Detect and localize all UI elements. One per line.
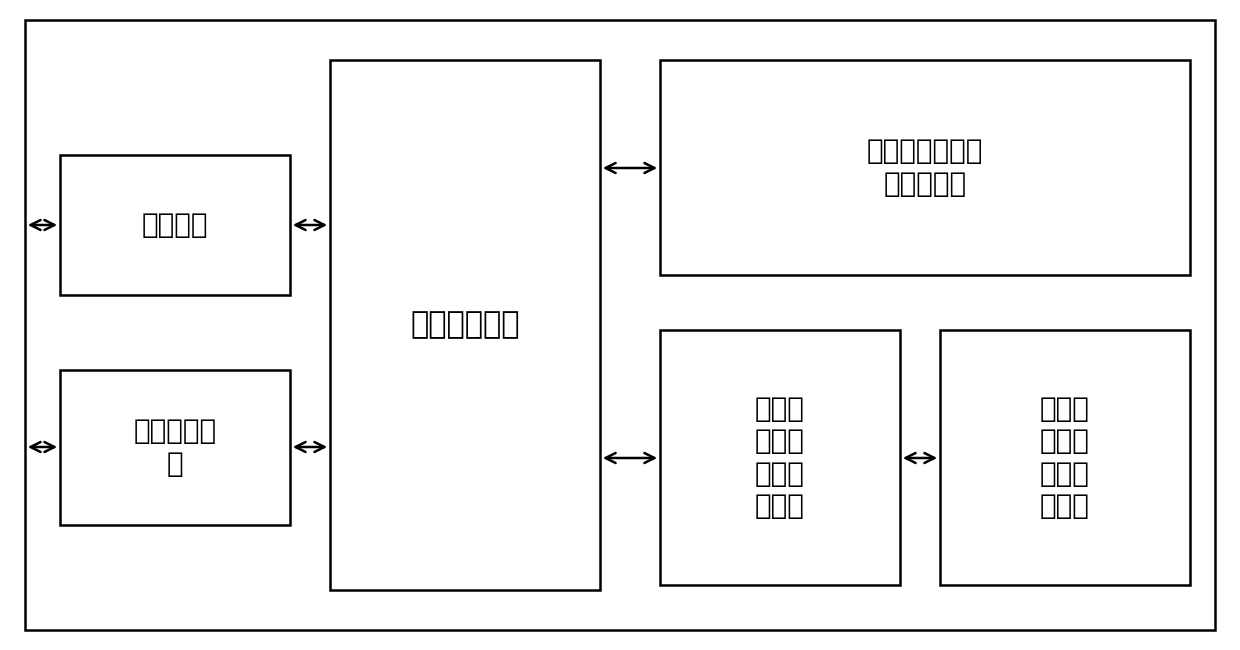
Text: 可一次编程只读
存储器模块: 可一次编程只读 存储器模块	[867, 137, 983, 198]
Bar	[330, 60, 600, 590]
Text: 微控制器模块: 微控制器模块	[410, 311, 520, 339]
Text: 硬件扫描模
块: 硬件扫描模 块	[134, 417, 217, 478]
Bar	[940, 330, 1190, 585]
Bar	[60, 370, 290, 525]
Bar	[660, 330, 900, 585]
Text: 可多次
编程只
读存储
器模块: 可多次 编程只 读存储 器模块	[1040, 395, 1090, 520]
Text: 可多次
编程存
储器控
制模块: 可多次 编程存 储器控 制模块	[755, 395, 805, 520]
Bar	[660, 60, 1190, 275]
Text: 红外模块: 红外模块	[141, 211, 208, 239]
Bar	[60, 155, 290, 295]
